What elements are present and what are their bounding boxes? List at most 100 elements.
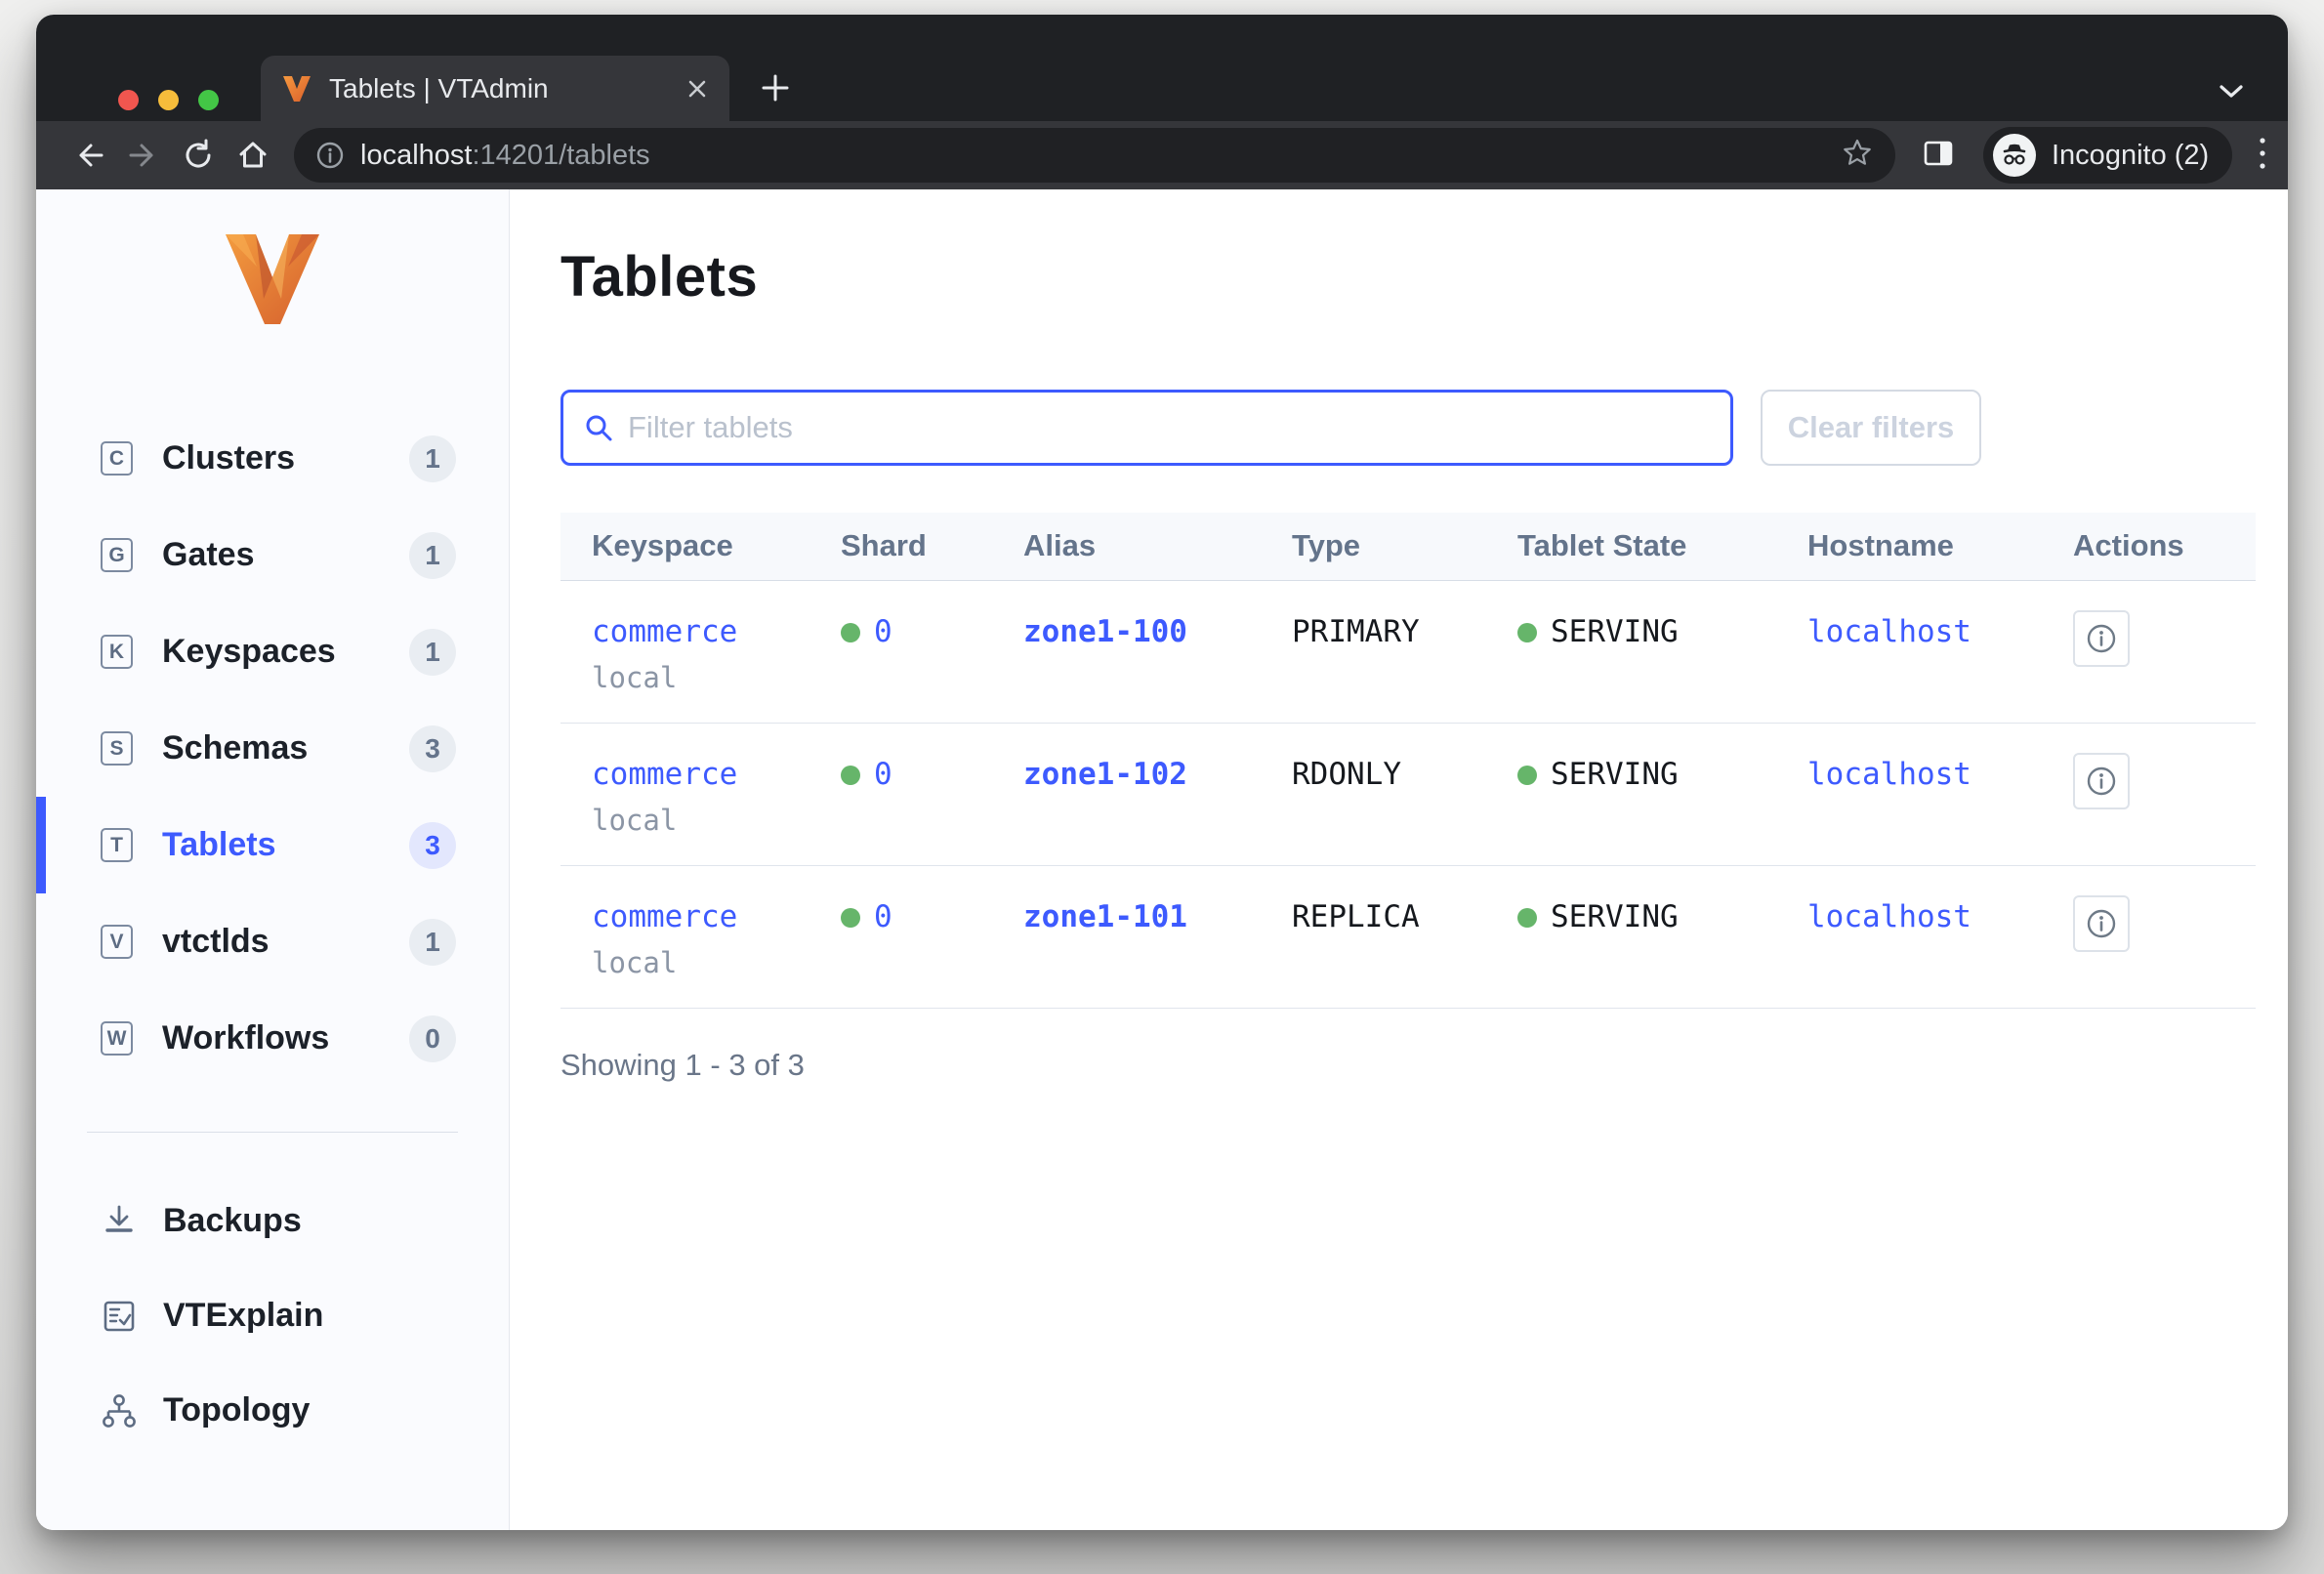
reload-icon (186, 139, 211, 168)
tablet-info-button[interactable] (2073, 609, 2130, 667)
traffic-lights (118, 90, 219, 110)
sidebar-divider (87, 1132, 458, 1133)
clusters-letter-icon: C (101, 441, 133, 476)
count-badge: 3 (409, 725, 456, 772)
gates-letter-icon: G (101, 538, 133, 572)
sidebar-nav: C Clusters 1 G Gates 1 K Keyspaces 1 (36, 410, 509, 1087)
hostname-link[interactable]: localhost (1807, 756, 1971, 792)
new-tab-button[interactable] (752, 64, 799, 111)
col-type: Type (1292, 513, 1517, 581)
vtctlds-letter-icon: V (101, 925, 133, 959)
alias-link[interactable]: zone1-100 (1023, 613, 1187, 649)
keyspace-link[interactable]: commerce (592, 613, 738, 649)
sidebar-item-tablets[interactable]: T Tablets 3 (36, 797, 509, 893)
incognito-label: Incognito (2) (2052, 139, 2210, 171)
forward-button[interactable] (116, 128, 171, 183)
table-row: commerce local 0 zone1-102 RDONLY SERVIN… (560, 723, 2256, 866)
count-badge: 3 (409, 821, 456, 869)
back-arrow-icon (79, 144, 104, 167)
browser-menu-button[interactable] (2256, 134, 2269, 178)
side-panel-icon (1924, 141, 1953, 165)
incognito-icon (1993, 134, 2036, 177)
sidebar-item-clusters[interactable]: C Clusters 1 (36, 410, 509, 507)
tab-close-icon[interactable] (686, 78, 708, 100)
col-hostname: Hostname (1807, 513, 2073, 581)
cluster-name: local (592, 803, 678, 837)
keyspace-link[interactable]: commerce (592, 898, 738, 934)
keyspace-link[interactable]: commerce (592, 756, 738, 792)
bookmark-button[interactable] (1841, 137, 1874, 175)
alias-link[interactable]: zone1-101 (1023, 898, 1187, 934)
col-keyspace: Keyspace (560, 513, 841, 581)
shard-link[interactable]: 0 (874, 898, 892, 934)
tablets-table: Keyspace Shard Alias Type Tablet State H… (560, 513, 2256, 1009)
serving-status-dot (1517, 622, 1537, 642)
sidebar: C Clusters 1 G Gates 1 K Keyspaces 1 (36, 189, 510, 1530)
browser-tab[interactable]: Tablets | VTAdmin (261, 56, 729, 121)
sidebar-item-topology[interactable]: Topology (36, 1363, 509, 1458)
tab-search-button[interactable] (2218, 83, 2245, 105)
table-header-row: Keyspace Shard Alias Type Tablet State H… (560, 513, 2256, 581)
sidebar-item-vtexplain[interactable]: VTExplain (36, 1268, 509, 1363)
sidebar-item-schemas[interactable]: S Schemas 3 (36, 700, 509, 797)
cluster-name: local (592, 945, 678, 979)
sidebar-item-backups[interactable]: Backups (36, 1174, 509, 1268)
tablet-state: SERVING (1551, 898, 1679, 934)
tablet-type: REPLICA (1292, 865, 1517, 1009)
serving-status-dot (1517, 907, 1537, 928)
tablet-type: RDONLY (1292, 723, 1517, 866)
shard-status-dot (841, 907, 860, 928)
kebab-menu-icon (2260, 137, 2265, 169)
reload-button[interactable] (171, 128, 226, 183)
workflows-letter-icon: W (101, 1021, 133, 1056)
plus-icon (762, 74, 789, 102)
selection-indicator (36, 797, 46, 893)
keyspaces-letter-icon: K (101, 635, 133, 669)
address-bar[interactable]: localhost:14201/tablets (294, 128, 1895, 183)
clear-filters-button[interactable]: Clear filters (1761, 390, 1981, 466)
sidebar-item-gates[interactable]: G Gates 1 (36, 507, 509, 603)
tablet-state: SERVING (1551, 756, 1679, 792)
count-badge: 1 (409, 628, 456, 676)
close-window-button[interactable] (118, 90, 139, 110)
shard-link[interactable]: 0 (874, 756, 892, 792)
shard-status-dot (841, 765, 860, 785)
sidebar-item-workflows[interactable]: W Workflows 0 (36, 990, 509, 1087)
incognito-badge: Incognito (2) (1983, 127, 2233, 184)
tablets-letter-icon: T (101, 828, 133, 862)
zoom-window-button[interactable] (198, 90, 219, 110)
minimize-window-button[interactable] (158, 90, 179, 110)
tab-title: Tablets | VTAdmin (329, 72, 549, 104)
col-alias: Alias (1023, 513, 1292, 581)
chevron-down-icon (2220, 85, 2243, 98)
side-panel-button[interactable] (1921, 136, 1956, 176)
cluster-name: local (592, 660, 678, 694)
url-text: localhost:14201/tablets (360, 140, 650, 172)
sidebar-item-vtctlds[interactable]: V vtctlds 1 (36, 893, 509, 990)
url-path: :14201/tablets (472, 139, 650, 171)
table-row: commerce local 0 zone1-101 REPLICA SERVI… (560, 865, 2256, 1009)
hostname-link[interactable]: localhost (1807, 898, 1971, 934)
results-summary: Showing 1 - 3 of 3 (560, 1047, 805, 1082)
tablet-info-button[interactable] (2073, 894, 2130, 952)
col-shard: Shard (841, 513, 1023, 581)
home-button[interactable] (226, 128, 280, 183)
search-icon (586, 415, 612, 441)
hostname-link[interactable]: localhost (1807, 613, 1971, 649)
home-icon (239, 142, 267, 168)
shard-link[interactable]: 0 (874, 613, 892, 649)
col-tablet-state: Tablet State (1517, 513, 1807, 581)
filter-input[interactable] (628, 410, 1711, 445)
schemas-letter-icon: S (101, 731, 133, 766)
url-host: localhost (360, 139, 473, 171)
document-check-icon (104, 1301, 135, 1331)
filter-row: Clear filters (560, 390, 2288, 466)
filter-input-wrapper (560, 390, 1733, 466)
sidebar-item-keyspaces[interactable]: K Keyspaces 1 (36, 603, 509, 700)
vitess-favicon (283, 75, 311, 102)
alias-link[interactable]: zone1-102 (1023, 756, 1187, 792)
count-badge: 1 (409, 918, 456, 966)
back-button[interactable] (62, 128, 116, 183)
tablet-info-button[interactable] (2073, 752, 2130, 809)
page-info-icon[interactable] (315, 141, 345, 170)
